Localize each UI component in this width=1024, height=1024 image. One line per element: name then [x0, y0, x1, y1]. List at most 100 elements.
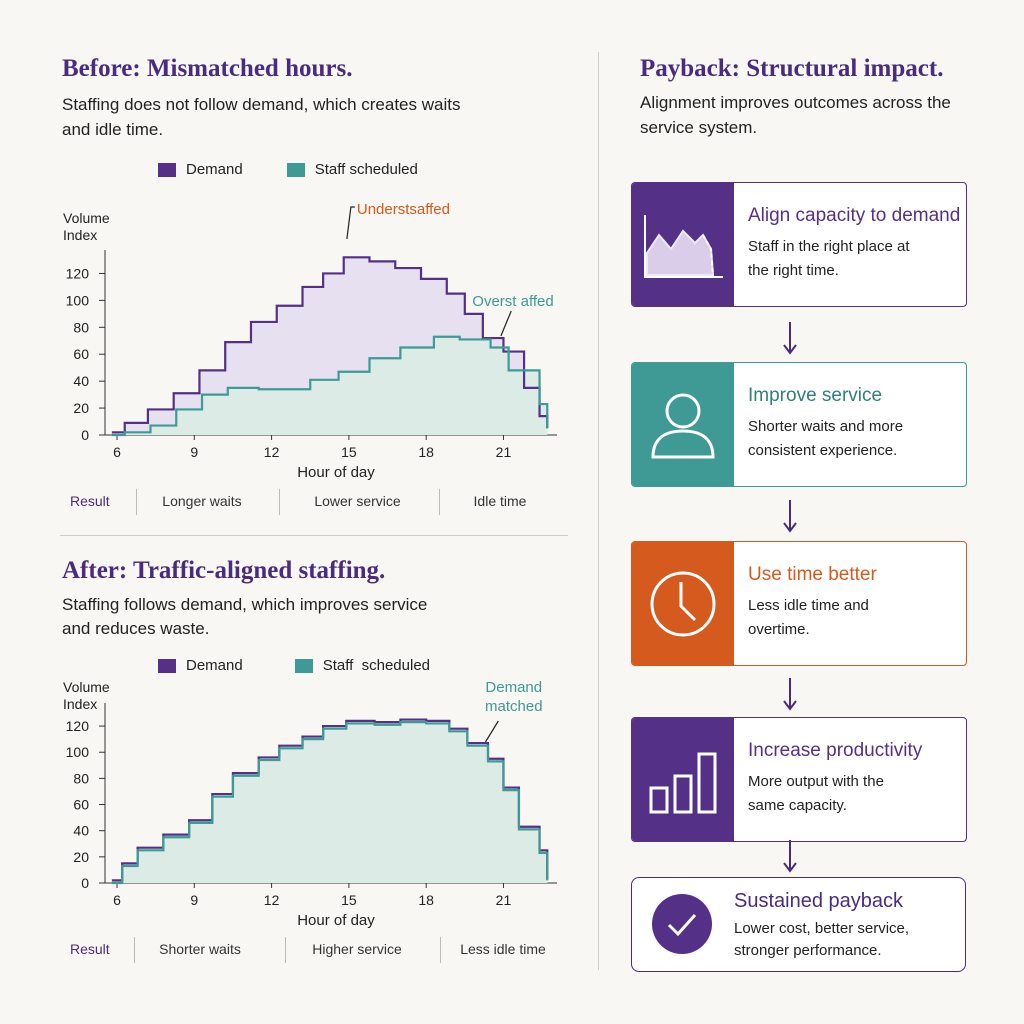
- column-divider: [598, 52, 599, 970]
- legend-swatch-demand: [158, 658, 176, 673]
- annotation-understaffed: Understsaffed: [357, 201, 450, 218]
- series-area-staff: [111, 722, 548, 883]
- bar-chart-icon: [649, 752, 717, 813]
- card-icon-box: [632, 363, 734, 486]
- annotation-demand-matched: matched: [485, 698, 543, 715]
- payback-subtitle-line1: Alignment improves outcomes across the: [640, 93, 951, 112]
- card-use-time: Use time better Less idle time and overt…: [631, 541, 967, 666]
- legend-item-demand: Demand: [158, 657, 243, 674]
- card-desc-line2: overtime.: [748, 621, 810, 638]
- x-tick-label: 12: [264, 892, 280, 908]
- y-tick-label: 40: [73, 823, 89, 839]
- result-divider: [285, 937, 286, 963]
- after-heading: After: Traffic-aligned staffing.: [62, 557, 386, 584]
- x-tick-label: 9: [190, 444, 198, 460]
- card-desc-line1: Staff in the right place at: [748, 238, 910, 255]
- card-title: Increase productivity: [748, 740, 923, 761]
- x-tick-label: 18: [418, 892, 434, 908]
- y-tick-label: 20: [73, 400, 89, 416]
- before-heading: Before: Mismatched hours.: [62, 55, 353, 82]
- series-line-staff: [111, 721, 549, 885]
- x-tick-label: 18: [418, 444, 434, 460]
- card-align-capacity: Align capacity to demand Staff in the ri…: [631, 182, 967, 307]
- section-divider: [60, 535, 568, 536]
- clock-icon: [650, 571, 716, 636]
- x-tick-label: 9: [190, 892, 198, 908]
- y-axis-title: Index: [63, 696, 97, 712]
- down-arrow-icon: [783, 500, 797, 533]
- legend-label-demand: Demand: [186, 161, 243, 178]
- annotation-leader: [346, 206, 355, 240]
- card-title: Align capacity to demand: [748, 205, 961, 226]
- legend-swatch-demand: [158, 162, 176, 177]
- card-body: Improve service Shorter waits and more c…: [734, 363, 903, 486]
- x-tick-label: 21: [496, 444, 512, 460]
- annotation-overstaffed: Overst affed: [472, 293, 553, 310]
- legend-swatch-staff: [294, 658, 313, 673]
- y-tick-label: 100: [66, 744, 90, 760]
- x-tick-label: 12: [264, 444, 280, 460]
- payback-heading: Payback: Structural impact.: [640, 55, 944, 82]
- series-area-staff: [111, 336, 548, 435]
- before-subtitle-line2: and idle time.: [62, 120, 164, 139]
- x-tick-label: 6: [113, 892, 121, 908]
- y-tick-label: 80: [73, 319, 89, 335]
- after-subtitle-line2: and reduces waste.: [62, 619, 210, 638]
- series-line-demand: [111, 256, 549, 434]
- card-title: Improve service: [748, 385, 883, 406]
- x-tick-label: 15: [341, 444, 357, 460]
- before-result-label: Result: [70, 493, 110, 509]
- card-body: Increase productivity More output with t…: [734, 718, 922, 841]
- final-desc-line1: Lower cost, better service,: [734, 920, 910, 937]
- y-tick-label: 0: [81, 875, 89, 891]
- after-result-3: Less idle time: [460, 941, 546, 957]
- before-legend: Demand Staff scheduled: [158, 161, 418, 178]
- annotation-leader: [484, 720, 499, 743]
- card-icon-box: [632, 183, 734, 306]
- result-divider: [134, 937, 135, 963]
- before-result-3: Idle time: [473, 493, 527, 509]
- y-tick-label: 120: [66, 265, 90, 281]
- card-body: Align capacity to demand Staff in the ri…: [734, 183, 960, 306]
- before-subtitle-line1: Staffing does not follow demand, which c…: [62, 95, 461, 114]
- card-desc-line1: More output with the: [748, 773, 884, 790]
- card-desc-line1: Less idle time and: [748, 597, 869, 614]
- y-tick-label: 40: [73, 373, 89, 389]
- before-result-2: Lower service: [314, 493, 401, 509]
- legend-label-staff: Staff scheduled: [314, 161, 418, 178]
- card-desc-line2: the right time.: [748, 262, 839, 279]
- before-result-1: Longer waits: [162, 493, 242, 509]
- result-divider: [440, 937, 441, 963]
- legend-label-demand: Demand: [186, 657, 243, 674]
- annotation-demand-matched: Demand: [485, 679, 542, 696]
- y-tick-label: 80: [73, 770, 89, 786]
- legend-item-staff: Staff scheduled: [286, 161, 418, 178]
- down-arrow-icon: [783, 322, 797, 355]
- legend-item-staff: Staff scheduled: [294, 657, 430, 674]
- after-result-row: Result Shorter waits Higher service Less…: [70, 937, 570, 963]
- payback-subtitle-line2: service system.: [640, 118, 758, 137]
- y-tick-label: 60: [73, 797, 89, 813]
- before-result-row: Result Longer waits Lower service Idle t…: [70, 489, 570, 515]
- y-tick-label: 0: [81, 427, 89, 443]
- y-tick-label: 20: [73, 849, 89, 865]
- card-sustained-payback: Sustained payback Lower cost, better ser…: [631, 877, 966, 972]
- area-chart-icon: [644, 214, 723, 278]
- card-title: Use time better: [748, 564, 877, 585]
- y-axis-title: Index: [63, 227, 97, 243]
- down-arrow-icon: [783, 678, 797, 711]
- after-result-2: Higher service: [312, 941, 402, 957]
- y-tick-label: 100: [66, 292, 90, 308]
- check-circle-icon: [652, 894, 712, 954]
- final-desc-line2: stronger performance.: [734, 942, 882, 959]
- result-divider: [136, 489, 137, 515]
- y-axis-title: Volume: [63, 210, 110, 226]
- y-tick-label: 120: [66, 718, 90, 734]
- x-axis-title: Hour of day: [297, 464, 375, 481]
- final-title: Sustained payback: [734, 890, 904, 912]
- x-axis-title: Hour of day: [297, 912, 375, 929]
- legend-swatch-staff: [286, 162, 305, 177]
- person-icon: [651, 393, 715, 458]
- after-result-1: Shorter waits: [159, 941, 241, 957]
